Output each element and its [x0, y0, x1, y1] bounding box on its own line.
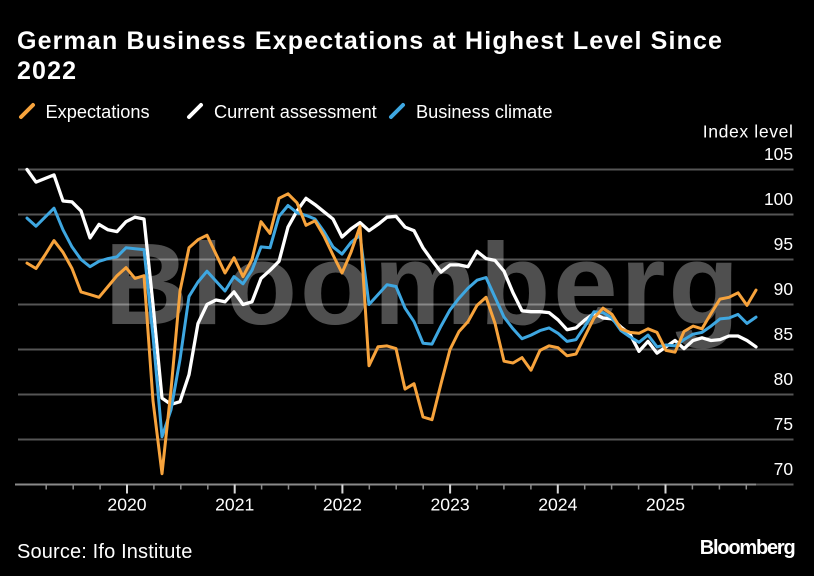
- svg-text:2023: 2023: [431, 495, 470, 515]
- svg-text:85: 85: [774, 324, 793, 344]
- svg-text:2021: 2021: [215, 495, 254, 515]
- svg-text:100: 100: [764, 189, 793, 209]
- svg-text:2022: 2022: [323, 495, 362, 515]
- svg-text:Expectations: Expectations: [46, 102, 150, 122]
- svg-text:80: 80: [774, 369, 793, 389]
- svg-text:Index level: Index level: [703, 122, 794, 142]
- svg-text:95: 95: [774, 234, 793, 254]
- svg-text:70: 70: [774, 459, 793, 479]
- svg-text:Bloomberg: Bloomberg: [700, 537, 795, 559]
- svg-text:Source: Ifo Institute: Source: Ifo Institute: [17, 541, 192, 563]
- svg-text:2024: 2024: [538, 495, 577, 515]
- svg-text:75: 75: [774, 414, 793, 434]
- svg-text:Current assessment: Current assessment: [214, 102, 377, 122]
- svg-text:2025: 2025: [646, 495, 685, 515]
- svg-text:105: 105: [764, 144, 793, 164]
- svg-text:2020: 2020: [107, 495, 146, 515]
- svg-text:Business climate: Business climate: [416, 102, 552, 122]
- svg-text:90: 90: [774, 279, 793, 299]
